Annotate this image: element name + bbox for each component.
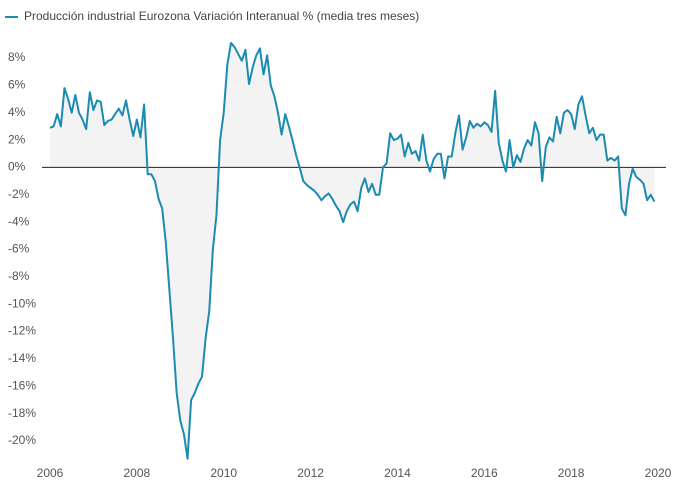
area	[50, 42, 655, 459]
x-tick-label: 2006	[37, 466, 64, 480]
y-tick-label: 4%	[8, 105, 26, 119]
x-tick-label: 2010	[210, 466, 237, 480]
legend-label: Producción industrial Eurozona Variación…	[24, 9, 419, 23]
y-tick-label: -16%	[8, 378, 36, 392]
y-tick-label: -4%	[8, 214, 30, 228]
y-tick-label: -2%	[8, 187, 30, 201]
line	[49, 41, 656, 460]
y-tick-label: 6%	[8, 78, 26, 92]
x-tick-label: 2016	[471, 466, 498, 480]
x-tick-label: 2018	[558, 466, 585, 480]
x-tick-label: 2012	[297, 466, 324, 480]
y-tick-label: -20%	[8, 433, 36, 447]
y-tick-label: 8%	[8, 50, 26, 64]
y-tick-label: -14%	[8, 351, 36, 365]
y-tick-label: -18%	[8, 406, 36, 420]
y-tick-label: -6%	[8, 242, 30, 256]
y-tick-label: 2%	[8, 132, 26, 146]
x-tick-label: 2014	[384, 466, 411, 480]
x-tick-label: 2008	[124, 466, 151, 480]
y-tick-label: -8%	[8, 269, 30, 283]
y-tick-label: 0%	[8, 160, 26, 174]
y-tick-label: -12%	[8, 324, 36, 338]
x-tick-label: 2020	[645, 466, 672, 480]
y-tick-label: -10%	[8, 296, 36, 310]
